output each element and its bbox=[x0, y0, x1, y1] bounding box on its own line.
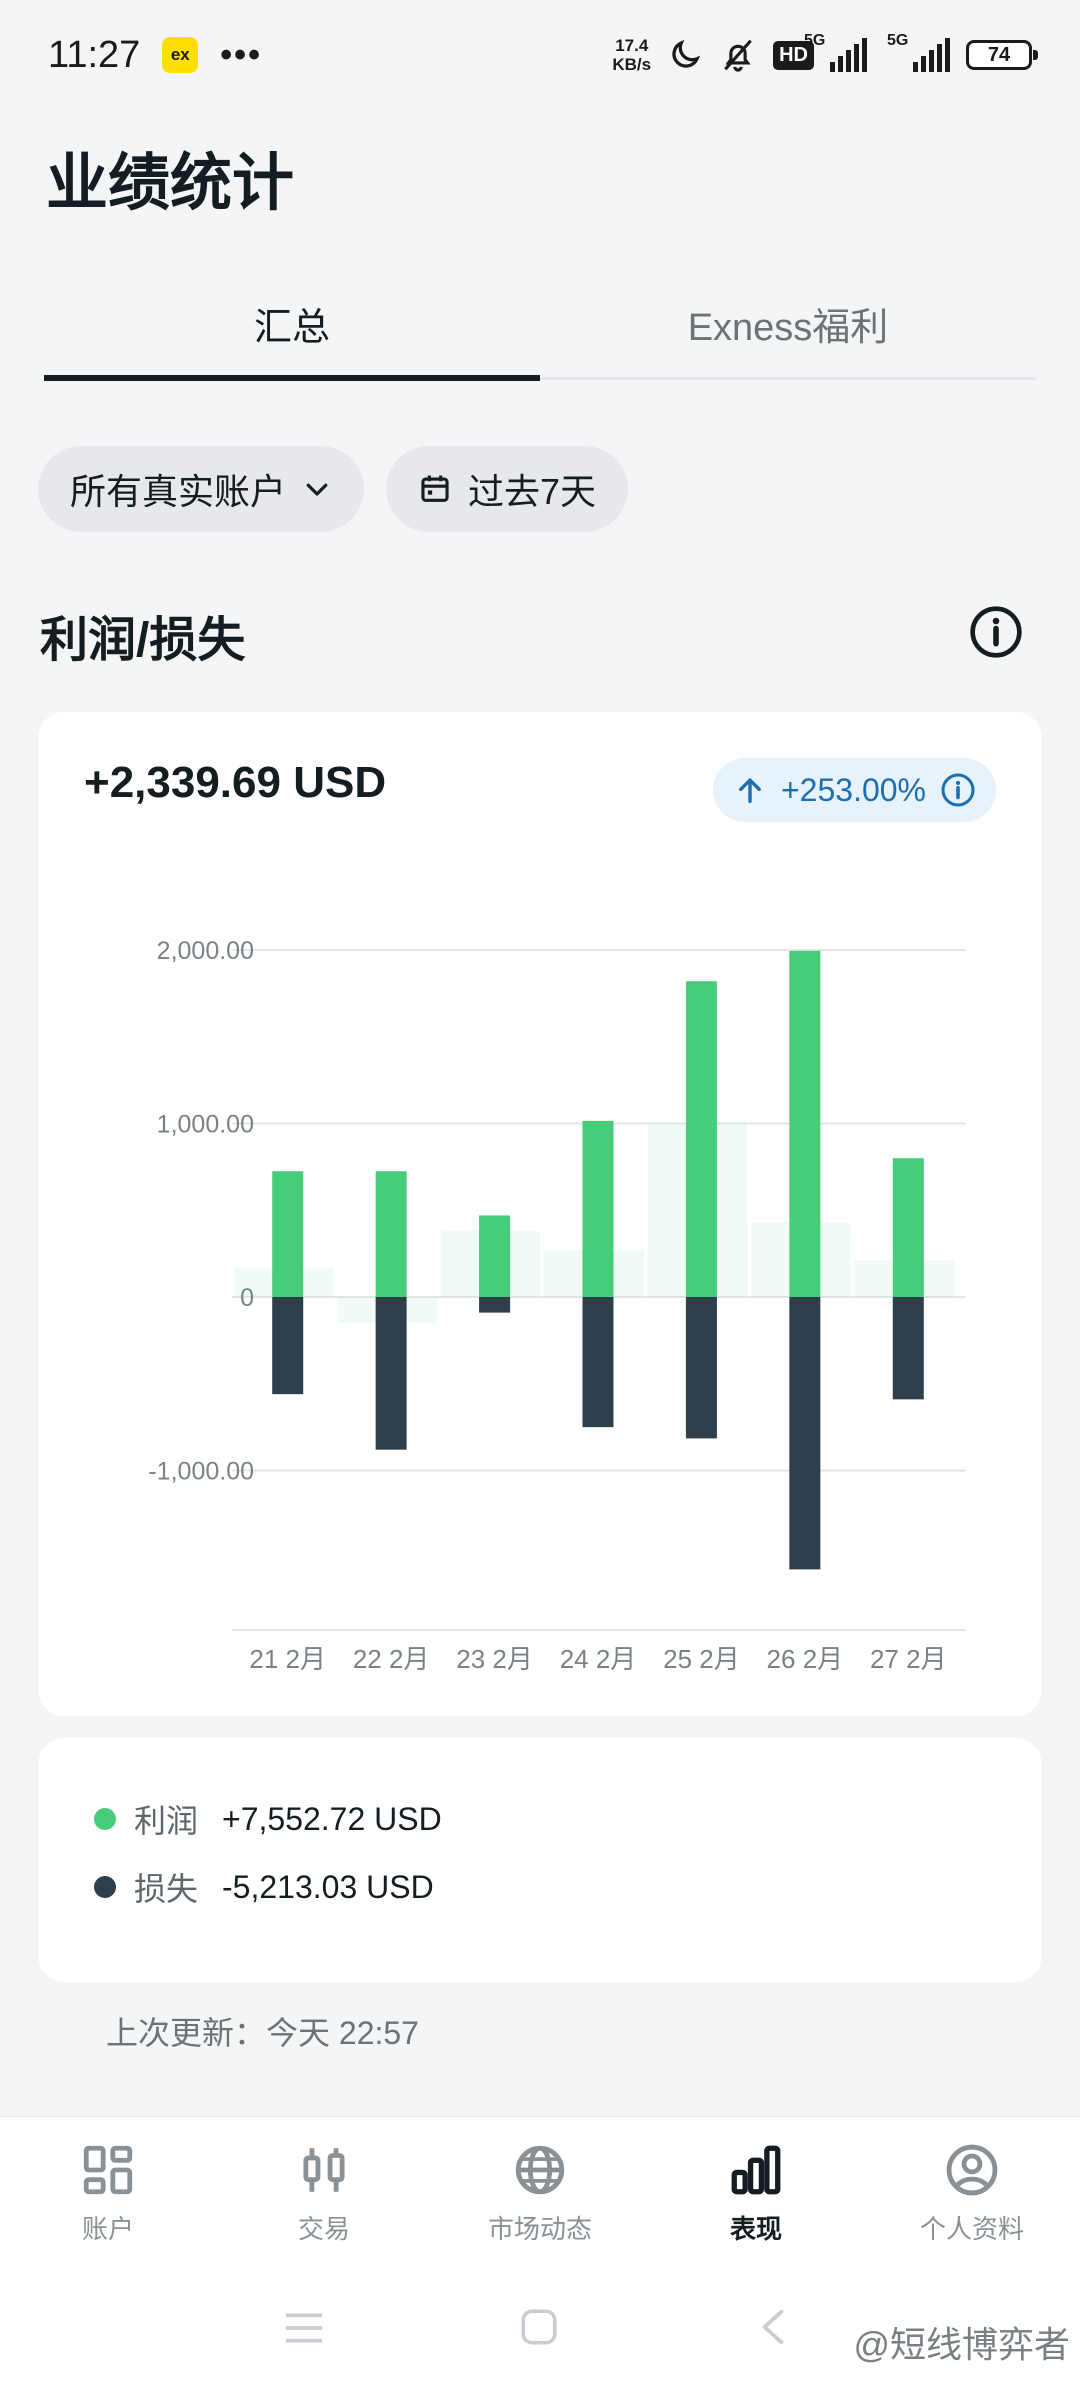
x-tick-label: 27 2月 bbox=[870, 1644, 947, 1674]
legend-profit-dot bbox=[94, 1808, 116, 1830]
y-tick-label: 0 bbox=[240, 1284, 254, 1312]
globe-icon bbox=[515, 2145, 565, 2195]
y-tick-label: 1,000.00 bbox=[157, 1111, 254, 1139]
profit-loss-card: 2,000.00 1,000.00 0 -1,000.00 21 2月 22 2月 23 2… bbox=[38, 712, 1042, 1716]
filter-bar: 所有真实账户 过去7天 bbox=[38, 446, 629, 532]
info-icon bbox=[941, 773, 975, 807]
tab-exness-benefits[interactable]: Exness福利 bbox=[687, 307, 889, 349]
last-update-text: 上次更新：今天 22:57 bbox=[106, 2015, 419, 2051]
system-navigation-bar bbox=[0, 2266, 1080, 2400]
home-square-icon[interactable] bbox=[518, 2306, 560, 2348]
loss-bar bbox=[582, 1297, 614, 1428]
x-tick-label: 25 2月 bbox=[663, 1644, 740, 1674]
nav-performance[interactable]: 表现 bbox=[648, 2117, 864, 2266]
profit-loss-chart: 2,000.00 1,000.00 0 -1,000.00 21 2月 22 2月 23 2… bbox=[148, 937, 966, 1674]
nav-market-news-label: 市场动态 bbox=[487, 2214, 592, 2244]
calendar-icon bbox=[421, 475, 449, 502]
legend-loss-label: 损失 bbox=[134, 1871, 199, 1907]
profile-icon bbox=[946, 2144, 998, 2196]
x-tick-label: 23 2月 bbox=[456, 1644, 533, 1674]
x-tick-label: 24 2月 bbox=[560, 1644, 637, 1674]
profit-bar bbox=[479, 1215, 511, 1297]
nav-accounts-label: 账户 bbox=[81, 2214, 134, 2244]
profit-loss-title: 利润/损失 bbox=[40, 614, 246, 667]
info-icon[interactable] bbox=[968, 604, 1024, 660]
network-speed-unit: KB/s bbox=[612, 55, 652, 74]
moon-icon bbox=[672, 39, 701, 68]
nav-trade[interactable]: 交易 bbox=[216, 2117, 432, 2266]
signal-1-label: 5G bbox=[804, 32, 826, 49]
tab-summary[interactable]: 汇总 bbox=[44, 270, 540, 381]
status-time: 11:27 bbox=[48, 33, 141, 76]
profit-bar bbox=[582, 1120, 614, 1297]
signal-2-icon: 5G bbox=[887, 32, 950, 72]
candlestick-icon bbox=[303, 2148, 345, 2192]
nav-market-news[interactable]: 市场动态 bbox=[432, 2117, 648, 2266]
nav-profile-label: 个人资料 bbox=[919, 2214, 1024, 2244]
x-tick-label: 21 2月 bbox=[249, 1644, 326, 1674]
profit-bar bbox=[892, 1158, 924, 1297]
legend-loss: 损失 -5,213.03 USD bbox=[94, 1864, 434, 1910]
arrow-up-icon bbox=[739, 778, 761, 804]
menu-icon[interactable] bbox=[282, 2308, 326, 2348]
profit-bar bbox=[272, 1171, 304, 1297]
loss-bar bbox=[375, 1297, 407, 1450]
period-filter-button[interactable]: 过去7天 bbox=[386, 446, 629, 532]
battery-icon: 74 bbox=[966, 40, 1038, 70]
bar-chart-icon bbox=[731, 2145, 781, 2195]
profit-bar bbox=[375, 1171, 407, 1297]
hd-voice-badge: HD bbox=[773, 40, 814, 70]
loss-bar bbox=[685, 1297, 717, 1439]
legend-loss-dot bbox=[94, 1876, 116, 1898]
status-right: 17.4 KB/s HD 5G 5G 74 bbox=[612, 32, 1038, 74]
mute-bell-icon bbox=[724, 39, 752, 72]
status-bar: 11:27 ex ••• 17.4 KB/s HD 5G 5G 74 bbox=[0, 0, 1080, 110]
bottom-nav: 账户 交易 市场动态 表现 个人资料 bbox=[0, 2116, 1080, 2266]
loss-bar bbox=[272, 1297, 304, 1395]
network-speed-value: 17.4 bbox=[615, 36, 649, 55]
network-speed: 17.4 KB/s bbox=[612, 36, 651, 74]
legend-profit: 利润 +7,552.72 USD bbox=[94, 1796, 442, 1842]
exness-app-icon: ex bbox=[162, 37, 199, 73]
y-tick-label: 2,000.00 bbox=[157, 937, 254, 965]
change-badge[interactable]: +253.00% bbox=[712, 758, 996, 822]
total-profit-value: +2,339.69 USD bbox=[84, 758, 387, 807]
loss-bar bbox=[479, 1297, 511, 1313]
loss-bar bbox=[892, 1297, 924, 1400]
profit-bar bbox=[789, 950, 821, 1297]
nav-accounts[interactable]: 账户 bbox=[0, 2117, 216, 2266]
chevron-down-icon bbox=[306, 483, 328, 496]
x-tick-label: 26 2月 bbox=[767, 1644, 844, 1674]
nav-performance-label: 表现 bbox=[729, 2214, 782, 2244]
legend-profit-value: +7,552.72 USD bbox=[222, 1800, 442, 1837]
y-tick-label: -1,000.00 bbox=[148, 1458, 254, 1486]
account-filter-dropdown[interactable]: 所有真实账户 bbox=[38, 446, 365, 532]
profit-bar bbox=[685, 981, 717, 1297]
more-notifications-icon: ••• bbox=[220, 35, 262, 74]
grid-icon bbox=[83, 2145, 133, 2195]
legend-card: 利润 +7,552.72 USD 损失 -5,213.03 USD bbox=[38, 1738, 1042, 1982]
nav-profile[interactable]: 个人资料 bbox=[864, 2117, 1080, 2266]
x-tick-label: 22 2月 bbox=[353, 1644, 430, 1674]
signal-1-icon: 5G bbox=[804, 32, 867, 72]
period-filter-label: 过去7天 bbox=[468, 471, 597, 512]
tab-bar: 汇总 Exness福利 bbox=[44, 270, 1036, 381]
page-title: 业绩统计 bbox=[46, 149, 295, 218]
change-value: +253.00% bbox=[780, 771, 926, 808]
status-left: 11:27 ex ••• bbox=[48, 34, 262, 77]
signal-2-label: 5G bbox=[887, 32, 909, 49]
nav-trade-label: 交易 bbox=[297, 2214, 350, 2244]
legend-profit-label: 利润 bbox=[134, 1803, 199, 1839]
legend-loss-value: -5,213.03 USD bbox=[222, 1868, 434, 1905]
account-filter-label: 所有真实账户 bbox=[70, 471, 287, 512]
watermark-text: @短线博弈者 bbox=[853, 2324, 1070, 2365]
back-icon[interactable] bbox=[756, 2306, 790, 2348]
loss-bar bbox=[789, 1297, 821, 1570]
